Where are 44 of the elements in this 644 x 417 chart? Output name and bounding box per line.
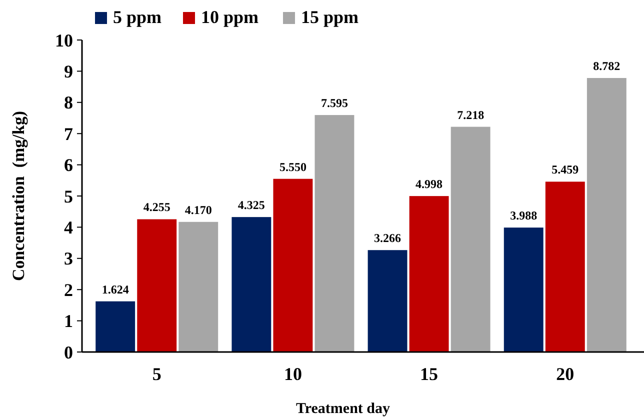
x-tick-label: 20 <box>556 364 574 384</box>
data-label: 4.998 <box>416 177 443 192</box>
data-label: 4.255 <box>143 200 170 214</box>
y-tick-label: 1 <box>64 311 73 332</box>
y-tick-label: 7 <box>64 124 73 144</box>
bar <box>178 222 218 352</box>
y-tick-label: 2 <box>64 280 73 300</box>
data-label: 3.266 <box>374 231 402 246</box>
y-axis-title: Concentration (mg/kg) <box>9 111 28 281</box>
bar <box>137 219 177 352</box>
bar <box>368 250 408 352</box>
y-tick-label: 0 <box>64 342 73 362</box>
y-tick-label: 8 <box>64 92 73 113</box>
bar <box>232 217 272 352</box>
data-label: 5.459 <box>552 162 579 177</box>
x-tick-label: 5 <box>152 364 162 384</box>
y-tick-label: 10 <box>55 30 73 50</box>
legend-label: 5 ppm <box>113 7 162 27</box>
bar <box>314 115 354 352</box>
x-tick-label: 10 <box>284 364 302 384</box>
x-tick-label: 15 <box>420 364 438 384</box>
data-label: 1.624 <box>102 282 129 296</box>
bar <box>545 182 585 352</box>
data-label: 4.170 <box>184 202 212 217</box>
data-label: 7.595 <box>320 96 348 110</box>
data-label: 8.782 <box>593 59 620 73</box>
bar <box>96 301 136 352</box>
bar <box>504 228 544 352</box>
bar <box>450 126 490 352</box>
y-tick-label: 9 <box>64 62 73 82</box>
data-label: 3.988 <box>510 208 538 223</box>
y-tick-label: 4 <box>64 218 73 238</box>
data-label: 7.218 <box>457 108 484 122</box>
bar <box>273 178 313 352</box>
data-label: 5.550 <box>279 160 306 174</box>
y-tick-label: 6 <box>64 155 73 176</box>
x-axis-title: Treatment day <box>296 401 391 417</box>
y-tick-label: 3 <box>64 248 73 269</box>
y-tick-label: 5 <box>64 186 73 206</box>
legend-label: 15 ppm <box>301 7 359 27</box>
legend-label: 10 ppm <box>201 7 259 27</box>
bar <box>409 196 449 352</box>
data-label: 4.325 <box>238 198 265 212</box>
bar <box>586 78 626 352</box>
